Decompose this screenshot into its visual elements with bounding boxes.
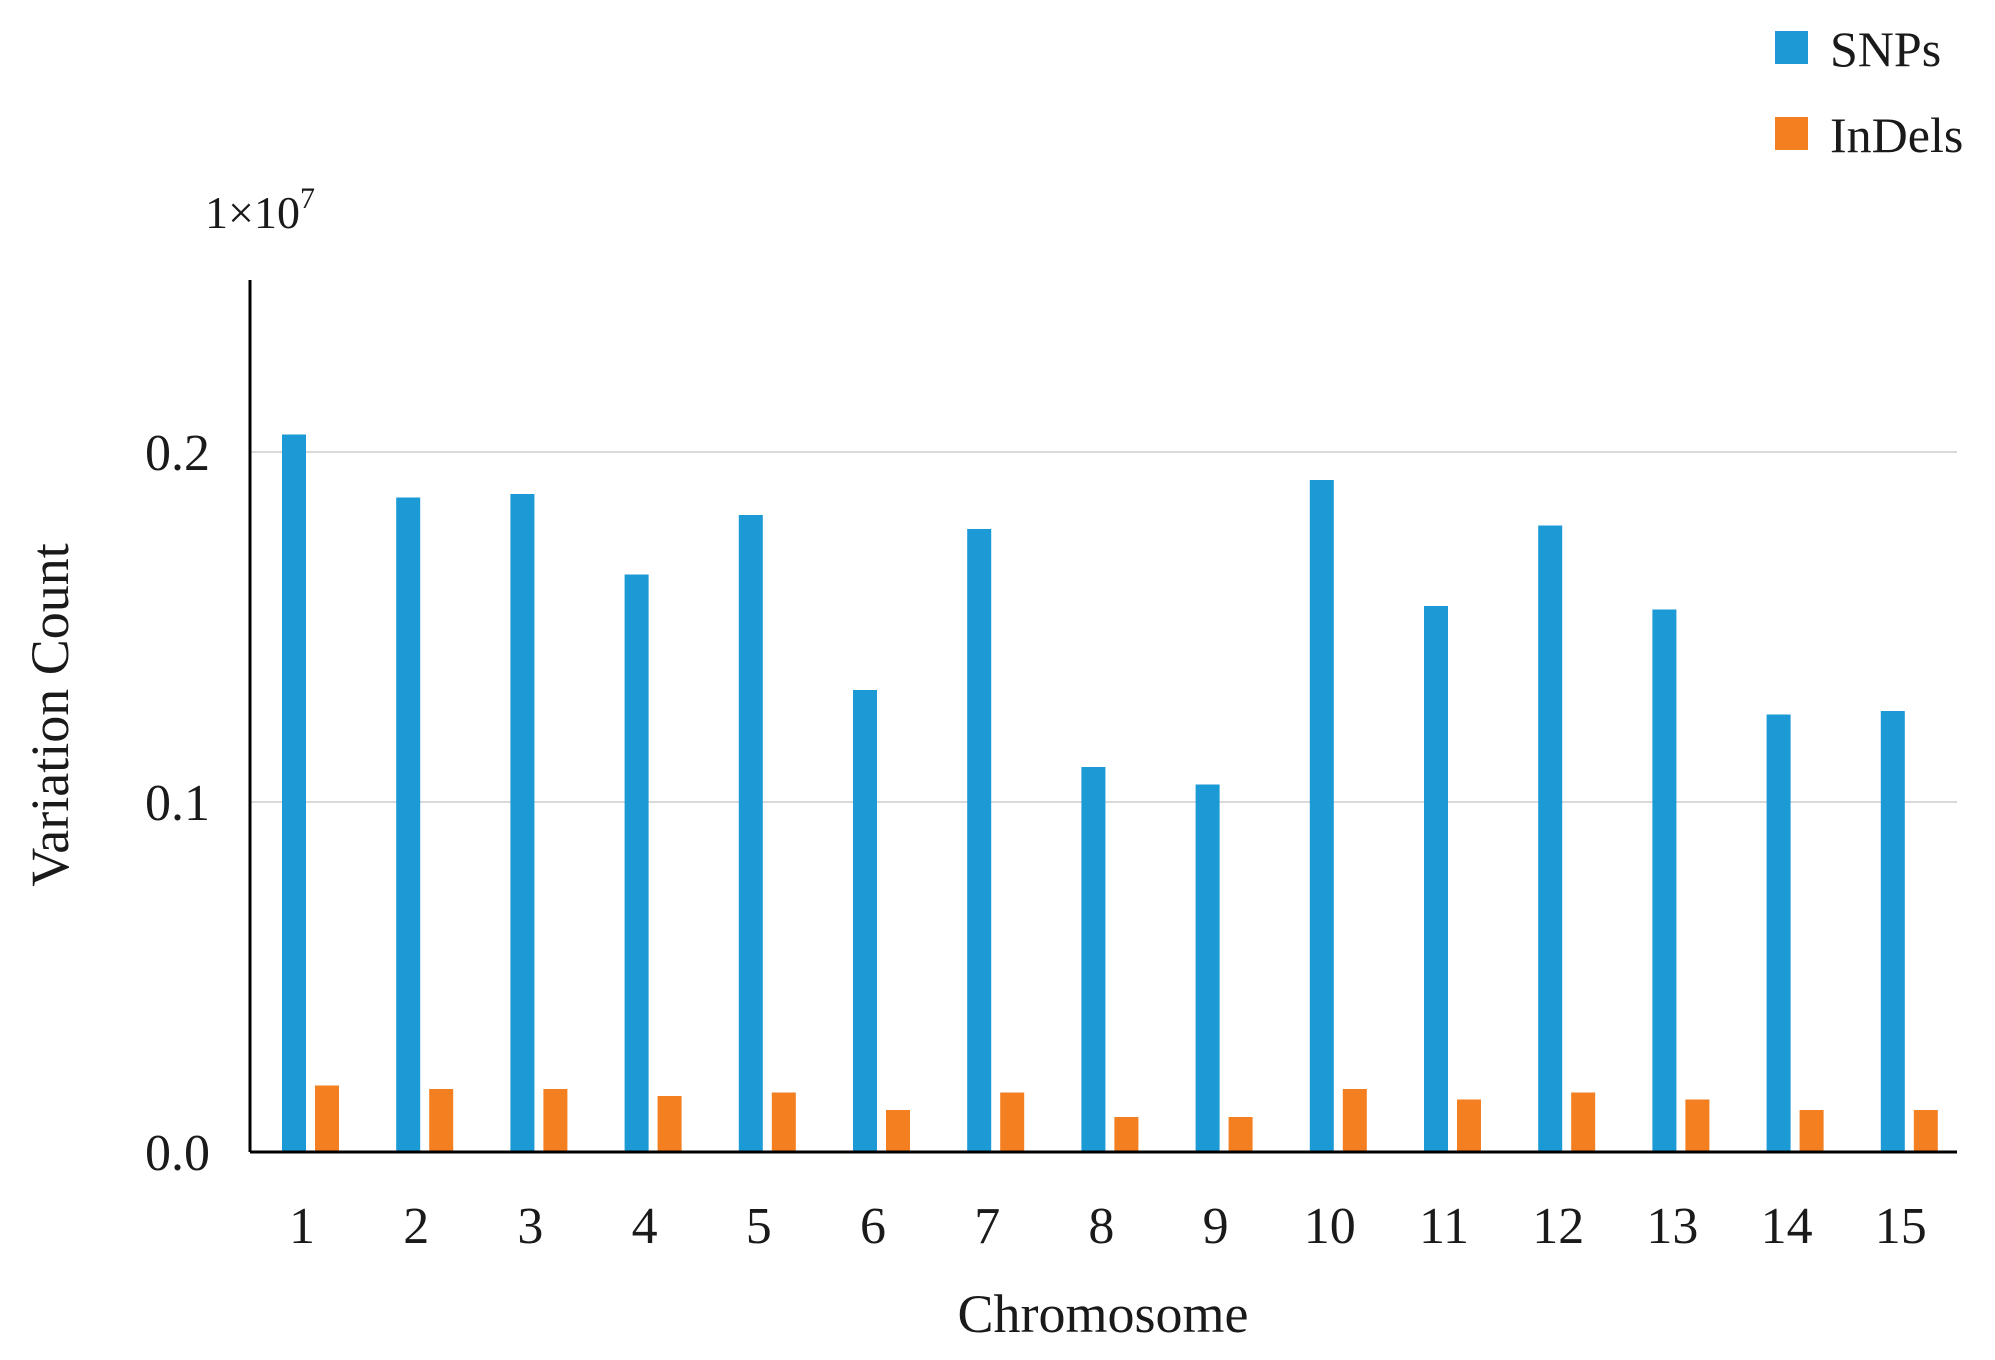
x-tick-label: 9 bbox=[1203, 1198, 1229, 1255]
y-tick-label: 0.1 bbox=[145, 775, 210, 832]
bar-snps-6 bbox=[853, 690, 877, 1152]
x-tick-label: 5 bbox=[746, 1198, 772, 1255]
x-tick-label: 10 bbox=[1304, 1198, 1356, 1255]
bar-snps-5 bbox=[738, 515, 763, 1152]
bar-indels-5 bbox=[771, 1092, 796, 1152]
bar-indels-15 bbox=[1913, 1110, 1938, 1152]
legend-swatch-indels bbox=[1775, 117, 1808, 150]
x-axis-title: Chromosome bbox=[958, 1284, 1249, 1344]
x-tick-label: 11 bbox=[1419, 1198, 1469, 1255]
legend-label-snps: SNPs bbox=[1830, 21, 1941, 77]
bar-indels-13 bbox=[1685, 1099, 1710, 1152]
bar-snps-1 bbox=[282, 434, 306, 1152]
bar-snps-14 bbox=[1766, 714, 1791, 1152]
x-tick-label: 3 bbox=[517, 1198, 543, 1255]
bar-indels-3 bbox=[543, 1089, 568, 1152]
bar-indels-12 bbox=[1571, 1092, 1596, 1152]
x-tick-label: 2 bbox=[403, 1198, 429, 1255]
y-tick-labels: 0.0 0.1 0.2 bbox=[145, 425, 210, 1182]
y-axis-title: Variation Count bbox=[20, 543, 80, 886]
bar-indels-4 bbox=[657, 1096, 682, 1152]
bar-snps-12 bbox=[1538, 525, 1563, 1152]
x-tick-label: 15 bbox=[1875, 1198, 1927, 1255]
bar-indels-2 bbox=[429, 1089, 454, 1152]
grid-lines bbox=[250, 451, 1957, 803]
bar-indels-14 bbox=[1799, 1110, 1824, 1152]
axes bbox=[248, 280, 1957, 1154]
bar-indels-7 bbox=[1000, 1092, 1025, 1152]
x-tick-label: 14 bbox=[1761, 1198, 1813, 1255]
x-tick-labels: 1 2 3 4 5 6 7 8 9 10 11 12 13 14 15 bbox=[289, 1198, 1927, 1255]
bar-snps-11 bbox=[1424, 606, 1448, 1152]
x-tick-label: 8 bbox=[1088, 1198, 1114, 1255]
x-tick-label: 7 bbox=[974, 1198, 1000, 1255]
bar-indels-8 bbox=[1114, 1117, 1139, 1152]
bar-indels-9 bbox=[1228, 1117, 1253, 1152]
y-tick-label: 0.2 bbox=[145, 425, 210, 482]
bar-indels-11 bbox=[1457, 1099, 1481, 1152]
bars bbox=[282, 434, 1938, 1152]
y-tick-label: 0.0 bbox=[145, 1125, 210, 1182]
legend-swatch-snps bbox=[1775, 31, 1808, 64]
bar-snps-10 bbox=[1309, 480, 1334, 1152]
bar-snps-9 bbox=[1195, 784, 1220, 1152]
bar-snps-13 bbox=[1652, 609, 1677, 1152]
x-tick-label: 13 bbox=[1646, 1198, 1698, 1255]
bar-indels-1 bbox=[315, 1085, 339, 1152]
bar-snps-2 bbox=[396, 497, 421, 1152]
y-scale-factor: 1×107 bbox=[205, 182, 315, 238]
bar-snps-15 bbox=[1880, 711, 1905, 1152]
bar-indels-10 bbox=[1342, 1089, 1367, 1152]
bar-indels-6 bbox=[886, 1110, 910, 1152]
bar-snps-3 bbox=[510, 494, 535, 1152]
legend: SNPs InDels bbox=[1775, 21, 1963, 163]
x-tick-label: 1 bbox=[289, 1198, 315, 1255]
bar-snps-8 bbox=[1081, 767, 1106, 1152]
x-tick-label: 6 bbox=[860, 1198, 886, 1255]
x-tick-label: 4 bbox=[632, 1198, 658, 1255]
x-tick-label: 12 bbox=[1532, 1198, 1584, 1255]
legend-label-indels: InDels bbox=[1830, 107, 1963, 163]
bar-snps-7 bbox=[967, 529, 992, 1152]
bar-snps-4 bbox=[624, 574, 649, 1152]
